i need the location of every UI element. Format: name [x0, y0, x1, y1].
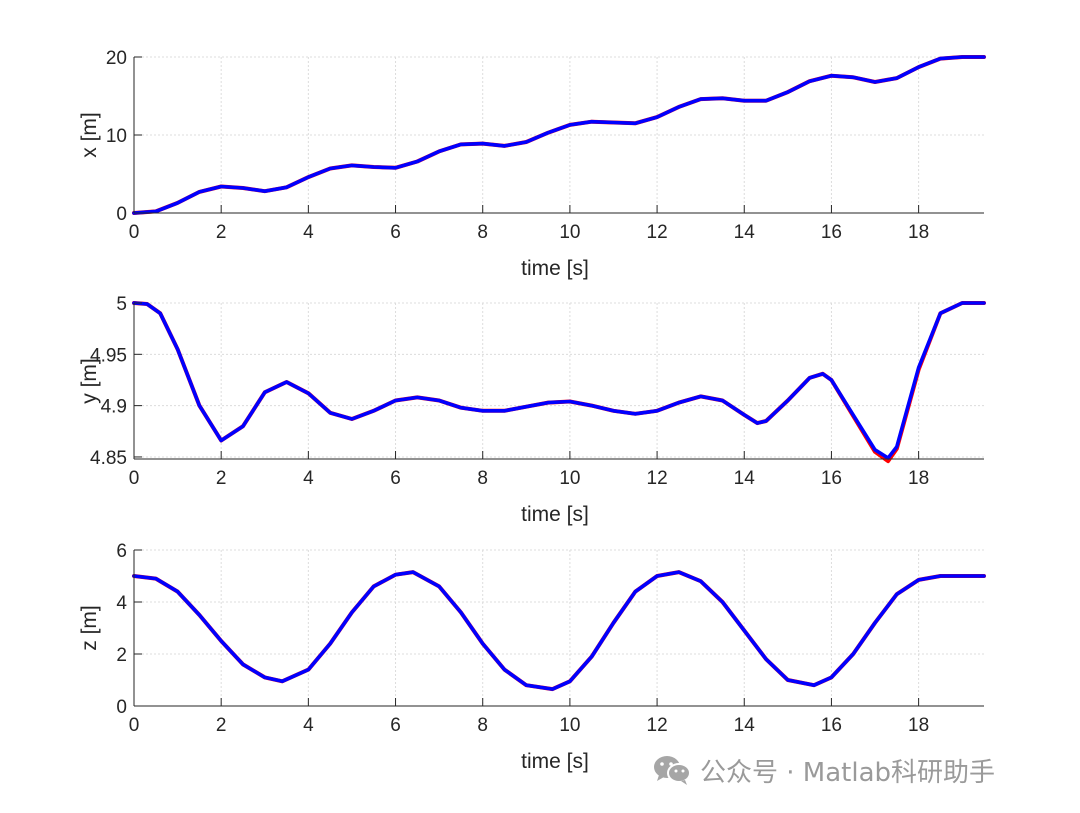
- x-tick-label: 18: [908, 715, 929, 736]
- x-tick-label: 8: [477, 468, 488, 489]
- series-line-blue: [132, 570, 986, 691]
- x-tick-label: 18: [908, 468, 929, 489]
- x-axis-label: time [s]: [521, 503, 589, 526]
- watermark: 公众号 · Matlab科研助手: [652, 752, 995, 788]
- y-tick-label: 0: [116, 697, 127, 718]
- x-tick-label: 12: [647, 468, 668, 489]
- series-line-blue: [132, 301, 986, 460]
- x-tick-label: 0: [129, 715, 140, 736]
- x-axis-label: time [s]: [521, 750, 589, 773]
- y-tick-label: 0: [116, 204, 127, 225]
- x-tick-label: 16: [821, 715, 842, 736]
- series-line-blue: [132, 55, 986, 215]
- x-tick-label: 10: [559, 222, 580, 243]
- wechat-icon: [654, 756, 691, 785]
- z-plot: 0 2 4 6 8 10 12 14 16 18 0 2 4 6 time [s] z [m]: [78, 541, 986, 773]
- x-tick-label: 10: [559, 715, 580, 736]
- y-tick-label: 4.95: [90, 345, 127, 366]
- y-axis-label: y [m]: [78, 358, 101, 404]
- x-tick-label: 2: [216, 222, 227, 243]
- x-plot: 0 2 4 6 8 10 12 14 16 18 0 10 20 time [s] x [m]: [78, 48, 986, 280]
- x-tick-label: 2: [216, 468, 227, 489]
- x-tick-label: 4: [303, 468, 314, 489]
- x-tick-label: 6: [390, 715, 401, 736]
- y-tick-label: 5: [116, 294, 127, 315]
- x-tick-label: 14: [734, 715, 756, 736]
- x-tick-label: 0: [129, 222, 140, 243]
- y-tick-label: 4: [116, 593, 127, 614]
- x-tick-label: 10: [559, 468, 580, 489]
- x-tick-label: 14: [734, 222, 756, 243]
- y-tick-label: 4.85: [90, 448, 127, 469]
- x-tick-label: 6: [390, 222, 401, 243]
- x-axis-label: time [s]: [521, 257, 589, 280]
- x-tick-label: 4: [303, 222, 314, 243]
- x-tick-label: 2: [216, 715, 227, 736]
- y-tick-label: 2: [116, 645, 127, 666]
- watermark-text: 公众号 · Matlab科研助手: [700, 757, 996, 788]
- x-tick-label: 16: [821, 468, 842, 489]
- y-axis-label: x [m]: [78, 112, 101, 158]
- x-tick-label: 6: [390, 468, 401, 489]
- x-tick-label: 16: [821, 222, 842, 243]
- y-axis-label: z [m]: [78, 605, 101, 651]
- x-tick-label: 18: [908, 222, 929, 243]
- x-tick-label: 12: [647, 222, 668, 243]
- y-plot: 0 2 4 6 8 10 12 14 16 18 4.85 4.9 4.95 5 time [s] y [m]: [78, 294, 986, 526]
- y-tick-label: 20: [106, 48, 127, 69]
- y-tick-label: 10: [106, 126, 127, 147]
- x-tick-label: 0: [129, 468, 140, 489]
- x-tick-label: 8: [477, 715, 488, 736]
- x-tick-label: 12: [647, 715, 668, 736]
- x-tick-label: 8: [477, 222, 488, 243]
- x-tick-label: 4: [303, 715, 314, 736]
- y-tick-label: 6: [116, 541, 127, 562]
- y-tick-label: 4.9: [101, 397, 127, 418]
- x-tick-label: 14: [734, 468, 756, 489]
